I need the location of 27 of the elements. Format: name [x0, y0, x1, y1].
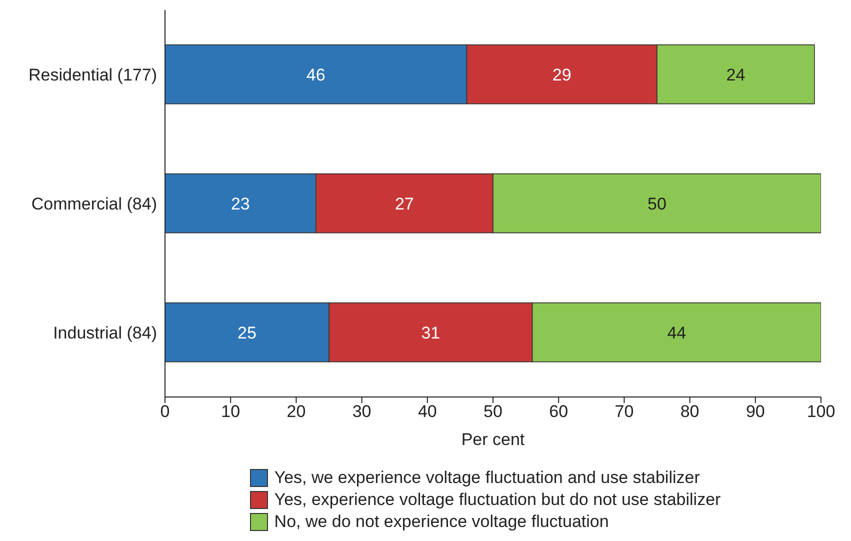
x-axis-title: Per cent	[461, 430, 525, 449]
y-tick-label: Commercial (84)	[31, 194, 157, 214]
data-label: 46	[306, 65, 326, 84]
data-label: 27	[394, 194, 414, 214]
data-label: 23	[230, 194, 250, 214]
x-tick-label: 40	[418, 402, 437, 422]
legend-label: Yes, experience voltage fluctuation but do not use stabilizer	[274, 489, 721, 511]
data-label: 31	[421, 323, 440, 342]
x-tick-label: 80	[680, 402, 700, 422]
x-tick-label: 70	[614, 402, 634, 422]
x-tick-label: 100	[806, 402, 836, 422]
data-label: 24	[726, 65, 746, 84]
x-tick-label: 20	[286, 402, 306, 422]
x-tick-label: 10	[221, 402, 240, 422]
x-tick-label: 30	[352, 402, 372, 422]
x-tick-label: 60	[549, 402, 568, 422]
y-tick-label: Residential (177)	[28, 66, 157, 85]
x-tick-label: 50	[484, 402, 502, 422]
legend-label: No, we do not experience voltage fluctuation	[274, 511, 609, 533]
data-label: 50	[648, 194, 666, 214]
y-tick-label: Industrial (84)	[53, 324, 157, 343]
data-label: 29	[552, 65, 572, 84]
data-label: 25	[238, 323, 256, 342]
x-tick-label: 0	[160, 402, 170, 422]
data-label: 44	[667, 323, 686, 342]
legend-label: Yes, we experience voltage fluctuation and use stabilizer	[274, 467, 700, 489]
x-tick-label: 90	[746, 402, 765, 422]
